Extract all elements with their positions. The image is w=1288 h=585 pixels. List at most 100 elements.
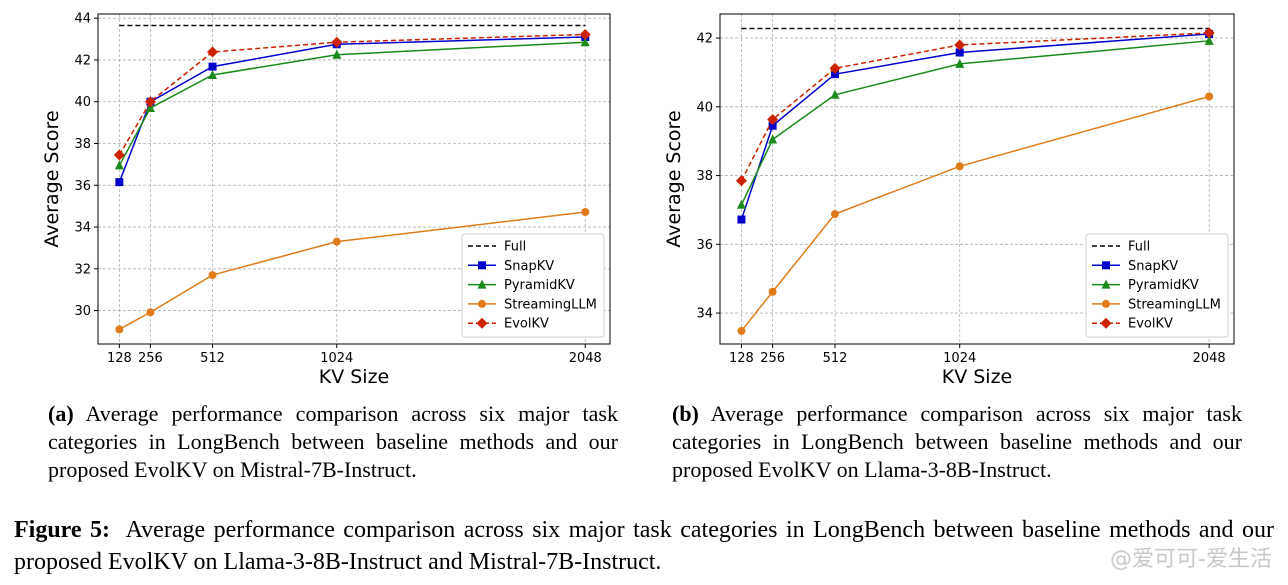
y-tick-label: 44: [74, 12, 91, 27]
series-line-pyramidkv: [118, 41, 586, 166]
series-snapkv: [115, 32, 590, 187]
point-pyramidkv: [332, 49, 342, 59]
legend-marker-pyramidkv: [477, 279, 487, 289]
y-tick-label: 38: [696, 169, 713, 184]
point-evolkv: [113, 149, 125, 161]
legend-marker-evolkv: [1100, 317, 1112, 329]
chart-a: 128 256 512 1024 2048 30 32 34 36 38 40 42 44 KV Size…: [41, 12, 611, 388]
subcaption-a: (a) Average performance comparison acros…: [48, 400, 618, 484]
figure-caption-label: Figure 5:: [14, 517, 111, 543]
watermark: @爱可可-爱生活: [1110, 547, 1272, 572]
point-streamingllm: [115, 325, 124, 334]
x-axis-label: KV Size: [319, 366, 390, 388]
y-tick-label: 38: [74, 137, 91, 152]
point-pyramidkv: [580, 37, 590, 47]
y-tick-label: 40: [74, 95, 91, 110]
series-pyramidkv: [736, 35, 1214, 209]
point-snapkv: [955, 48, 964, 57]
point-evolkv: [735, 175, 747, 187]
point-pyramidkv: [208, 69, 218, 79]
point-streamingllm: [1205, 92, 1214, 101]
y-tick-label: 42: [696, 32, 713, 47]
point-evolkv: [954, 39, 966, 51]
point-pyramidkv: [736, 199, 746, 209]
legend-label-snapkv: SnapKV: [504, 259, 554, 274]
y-tick-label: 32: [74, 262, 91, 277]
y-tick-label: 40: [696, 100, 713, 115]
point-snapkv: [737, 215, 746, 224]
point-pyramidkv: [830, 89, 840, 99]
point-snapkv: [115, 178, 124, 187]
point-snapkv: [830, 70, 839, 79]
plot-frame: [719, 13, 1235, 345]
plot-frame: [97, 13, 611, 345]
legend: Full SnapKV PyramidKV StreamingLLM EvolKV: [1085, 233, 1229, 338]
series-line-snapkv: [118, 36, 586, 183]
subcaption-a-label: (a): [48, 401, 74, 426]
y-tick-label: 30: [74, 304, 91, 319]
x-tick-label: 1024: [943, 351, 976, 366]
legend-marker-evolkv: [476, 317, 488, 329]
x-tick-label: 512: [200, 351, 225, 366]
y-axis-label: Average Score: [663, 110, 685, 247]
subcaption-a-text: Average performance comparison across si…: [48, 401, 618, 482]
figure-caption-text: Average performance comparison across si…: [14, 517, 1274, 575]
x-tick-label: 128: [107, 351, 132, 366]
legend-label-evolkv: EvolKV: [504, 317, 549, 332]
series-evolkv: [113, 28, 591, 161]
legend-label-streamingllm: StreamingLLM: [1128, 297, 1221, 312]
point-streamingllm: [208, 271, 217, 280]
point-pyramidkv: [145, 102, 155, 112]
point-pyramidkv: [768, 134, 778, 144]
series-line-pyramidkv: [740, 40, 1210, 206]
figure-caption: Figure 5: Average performance comparison…: [14, 514, 1274, 578]
legend-label-snapkv: SnapKV: [1128, 259, 1178, 274]
point-snapkv: [768, 121, 777, 130]
x-tick-label: 2048: [1193, 351, 1226, 366]
x-tick-label: 512: [823, 351, 848, 366]
point-evolkv: [579, 28, 591, 40]
legend-label-pyramidkv: PyramidKV: [1128, 278, 1199, 293]
subcaption-b: (b) Average performance comparison acros…: [672, 400, 1242, 484]
point-streamingllm: [332, 237, 341, 246]
x-axis-label: KV Size: [942, 366, 1013, 388]
series-snapkv: [737, 29, 1214, 224]
point-evolkv: [829, 62, 841, 74]
y-tick-label: 36: [696, 238, 713, 253]
y-tick-label: 34: [74, 221, 91, 236]
legend-label-full: Full: [1128, 240, 1150, 255]
series-streamingllm: [115, 208, 590, 334]
legend-frame: [461, 233, 605, 338]
point-evolkv: [1203, 27, 1215, 39]
x-tick-label: 128: [729, 351, 754, 366]
grid: [98, 14, 610, 344]
point-evolkv: [331, 36, 343, 48]
legend-label-full: Full: [504, 240, 526, 255]
legend-label-pyramidkv: PyramidKV: [504, 278, 575, 293]
point-evolkv: [207, 46, 219, 58]
legend-marker-streamingllm: [478, 299, 486, 308]
y-tick-label: 34: [696, 307, 713, 322]
chart-b: 128 256 512 1024 2048 34 36 38 40 42 KV Size Averag…: [663, 13, 1235, 388]
point-evolkv: [144, 96, 156, 108]
point-streamingllm: [737, 326, 746, 335]
point-snapkv: [208, 62, 217, 71]
legend-frame: [1085, 233, 1229, 338]
point-streamingllm: [830, 210, 839, 219]
y-tick-label: 42: [74, 53, 91, 68]
series-streamingllm: [737, 92, 1214, 335]
legend-marker-streamingllm: [1102, 299, 1110, 308]
point-pyramidkv: [955, 58, 965, 68]
point-pyramidkv: [114, 160, 124, 170]
point-streamingllm: [146, 308, 155, 317]
series-line-evolkv: [118, 33, 586, 156]
legend: Full SnapKV PyramidKV StreamingLLM EvolKV: [461, 233, 605, 338]
point-evolkv: [767, 114, 779, 126]
legend-label-streamingllm: StreamingLLM: [504, 297, 597, 312]
point-streamingllm: [768, 287, 777, 296]
subcaption-b-text: Average performance comparison across si…: [672, 401, 1242, 482]
subcaption-b-label: (b): [672, 401, 699, 426]
point-streamingllm: [955, 162, 964, 171]
x-tick-label: 256: [138, 351, 163, 366]
legend-label-evolkv: EvolKV: [1128, 317, 1173, 332]
